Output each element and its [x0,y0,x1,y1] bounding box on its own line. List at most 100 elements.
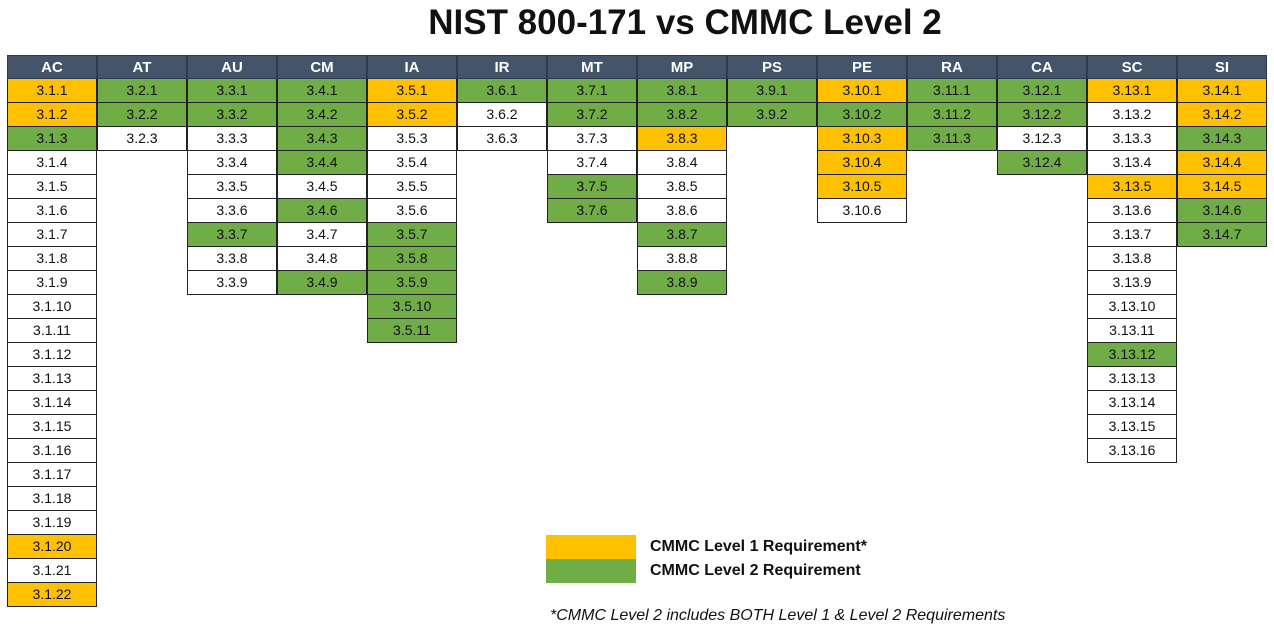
control-cell: 3.12.2 [997,103,1087,127]
control-cell: 3.5.1 [367,79,457,103]
control-cell: 3.4.1 [277,79,367,103]
control-cell: 3.5.4 [367,151,457,175]
control-cell: 3.2.2 [97,103,187,127]
family-column-ir: IR 3.6.1 3.6.2 3.6.3 [457,55,547,151]
control-cell: 3.13.14 [1087,391,1177,415]
family-column-cm: CM 3.4.1 3.4.2 3.4.3 3.4.4 3.4.5 3.4.6 3.4.7 3.4… [277,55,367,295]
legend-level2-swatch [546,559,636,583]
control-cell: 3.5.3 [367,127,457,151]
control-cell: 3.1.10 [7,295,97,319]
family-header: MP [637,55,727,79]
control-cell: 3.7.3 [547,127,637,151]
control-cell: 3.1.13 [7,367,97,391]
control-cell: 3.8.2 [637,103,727,127]
control-cell: 3.9.2 [727,103,817,127]
control-cell: 3.1.1 [7,79,97,103]
family-column-ac: AC 3.1.1 3.1.2 3.1.3 3.1.4 3.1.5 3.1.6 3.1.7 3.1… [7,55,97,607]
control-cell: 3.4.4 [277,151,367,175]
control-cell: 3.8.5 [637,175,727,199]
control-cell: 3.3.8 [187,247,277,271]
control-cell: 3.3.5 [187,175,277,199]
control-cell: 3.1.7 [7,223,97,247]
family-column-mt: MT 3.7.1 3.7.2 3.7.3 3.7.4 3.7.5 3.7.6 [547,55,637,223]
control-cell: 3.1.4 [7,151,97,175]
control-cell: 3.14.5 [1177,175,1267,199]
control-cell: 3.10.6 [817,199,907,223]
control-cell: 3.13.1 [1087,79,1177,103]
control-cell: 3.3.2 [187,103,277,127]
control-cell: 3.8.1 [637,79,727,103]
control-cell: 3.7.4 [547,151,637,175]
control-cell: 3.3.1 [187,79,277,103]
control-cell: 3.3.9 [187,271,277,295]
control-cell: 3.1.17 [7,463,97,487]
control-cell: 3.1.19 [7,511,97,535]
control-cell: 3.13.3 [1087,127,1177,151]
control-cell: 3.5.7 [367,223,457,247]
control-cell: 3.5.9 [367,271,457,295]
family-header: SI [1177,55,1267,79]
family-column-ia: IA 3.5.1 3.5.2 3.5.3 3.5.4 3.5.5 3.5.6 3.5.7 3.5… [367,55,457,343]
control-cell: 3.14.7 [1177,223,1267,247]
control-cell: 3.1.16 [7,439,97,463]
control-cell: 3.8.6 [637,199,727,223]
family-header: AC [7,55,97,79]
control-cell: 3.5.5 [367,175,457,199]
control-cell: 3.4.7 [277,223,367,247]
footnote: *CMMC Level 2 includes BOTH Level 1 & Le… [550,607,1006,624]
legend-level1-swatch [546,535,636,559]
control-cell: 3.1.9 [7,271,97,295]
control-cell: 3.2.3 [97,127,187,151]
control-cell: 3.1.14 [7,391,97,415]
control-cell: 3.3.6 [187,199,277,223]
control-cell: 3.10.3 [817,127,907,151]
control-cell: 3.5.8 [367,247,457,271]
family-column-si: SI 3.14.1 3.14.2 3.14.3 3.14.4 3.14.5 3.14.6 3.… [1177,55,1267,247]
control-cell: 3.14.6 [1177,199,1267,223]
family-header: AT [97,55,187,79]
family-header: RA [907,55,997,79]
control-cell: 3.3.7 [187,223,277,247]
control-cell: 3.14.3 [1177,127,1267,151]
control-cell: 3.13.6 [1087,199,1177,223]
control-cell: 3.4.9 [277,271,367,295]
control-cell: 3.7.6 [547,199,637,223]
control-cell: 3.13.16 [1087,439,1177,463]
control-cell: 3.5.11 [367,319,457,343]
control-cell: 3.13.2 [1087,103,1177,127]
control-cell: 3.1.15 [7,415,97,439]
control-cell: 3.13.4 [1087,151,1177,175]
control-cell: 3.13.12 [1087,343,1177,367]
control-cell: 3.4.3 [277,127,367,151]
control-cell: 3.4.6 [277,199,367,223]
control-cell: 3.5.10 [367,295,457,319]
control-cell: 3.1.12 [7,343,97,367]
control-cell: 3.13.10 [1087,295,1177,319]
control-cell: 3.8.8 [637,247,727,271]
family-column-pe: PE 3.10.1 3.10.2 3.10.3 3.10.4 3.10.5 3.10.6 [817,55,907,223]
control-cell: 3.5.6 [367,199,457,223]
family-column-mp: MP 3.8.1 3.8.2 3.8.3 3.8.4 3.8.5 3.8.6 3.8.7 3.8… [637,55,727,295]
control-cell: 3.6.3 [457,127,547,151]
control-cell: 3.13.15 [1087,415,1177,439]
control-cell: 3.1.21 [7,559,97,583]
family-column-ra: RA 3.11.1 3.11.2 3.11.3 [907,55,997,151]
control-cell: 3.4.8 [277,247,367,271]
control-cell: 3.3.4 [187,151,277,175]
family-header: IA [367,55,457,79]
control-cell: 3.1.3 [7,127,97,151]
control-cell: 3.13.13 [1087,367,1177,391]
control-cell: 3.10.2 [817,103,907,127]
family-column-sc: SC 3.13.1 3.13.2 3.13.3 3.13.4 3.13.5 3.13.6 3.… [1087,55,1177,463]
control-cell: 3.7.5 [547,175,637,199]
control-cell: 3.7.2 [547,103,637,127]
family-column-ps: PS 3.9.1 3.9.2 [727,55,817,127]
control-cell: 3.10.4 [817,151,907,175]
control-cell: 3.1.2 [7,103,97,127]
family-column-au: AU 3.3.1 3.3.2 3.3.3 3.3.4 3.3.5 3.3.6 3.3.7 3.3… [187,55,277,295]
control-cell: 3.6.1 [457,79,547,103]
control-cell: 3.1.20 [7,535,97,559]
family-header: CA [997,55,1087,79]
control-cell: 3.11.2 [907,103,997,127]
control-cell: 3.6.2 [457,103,547,127]
